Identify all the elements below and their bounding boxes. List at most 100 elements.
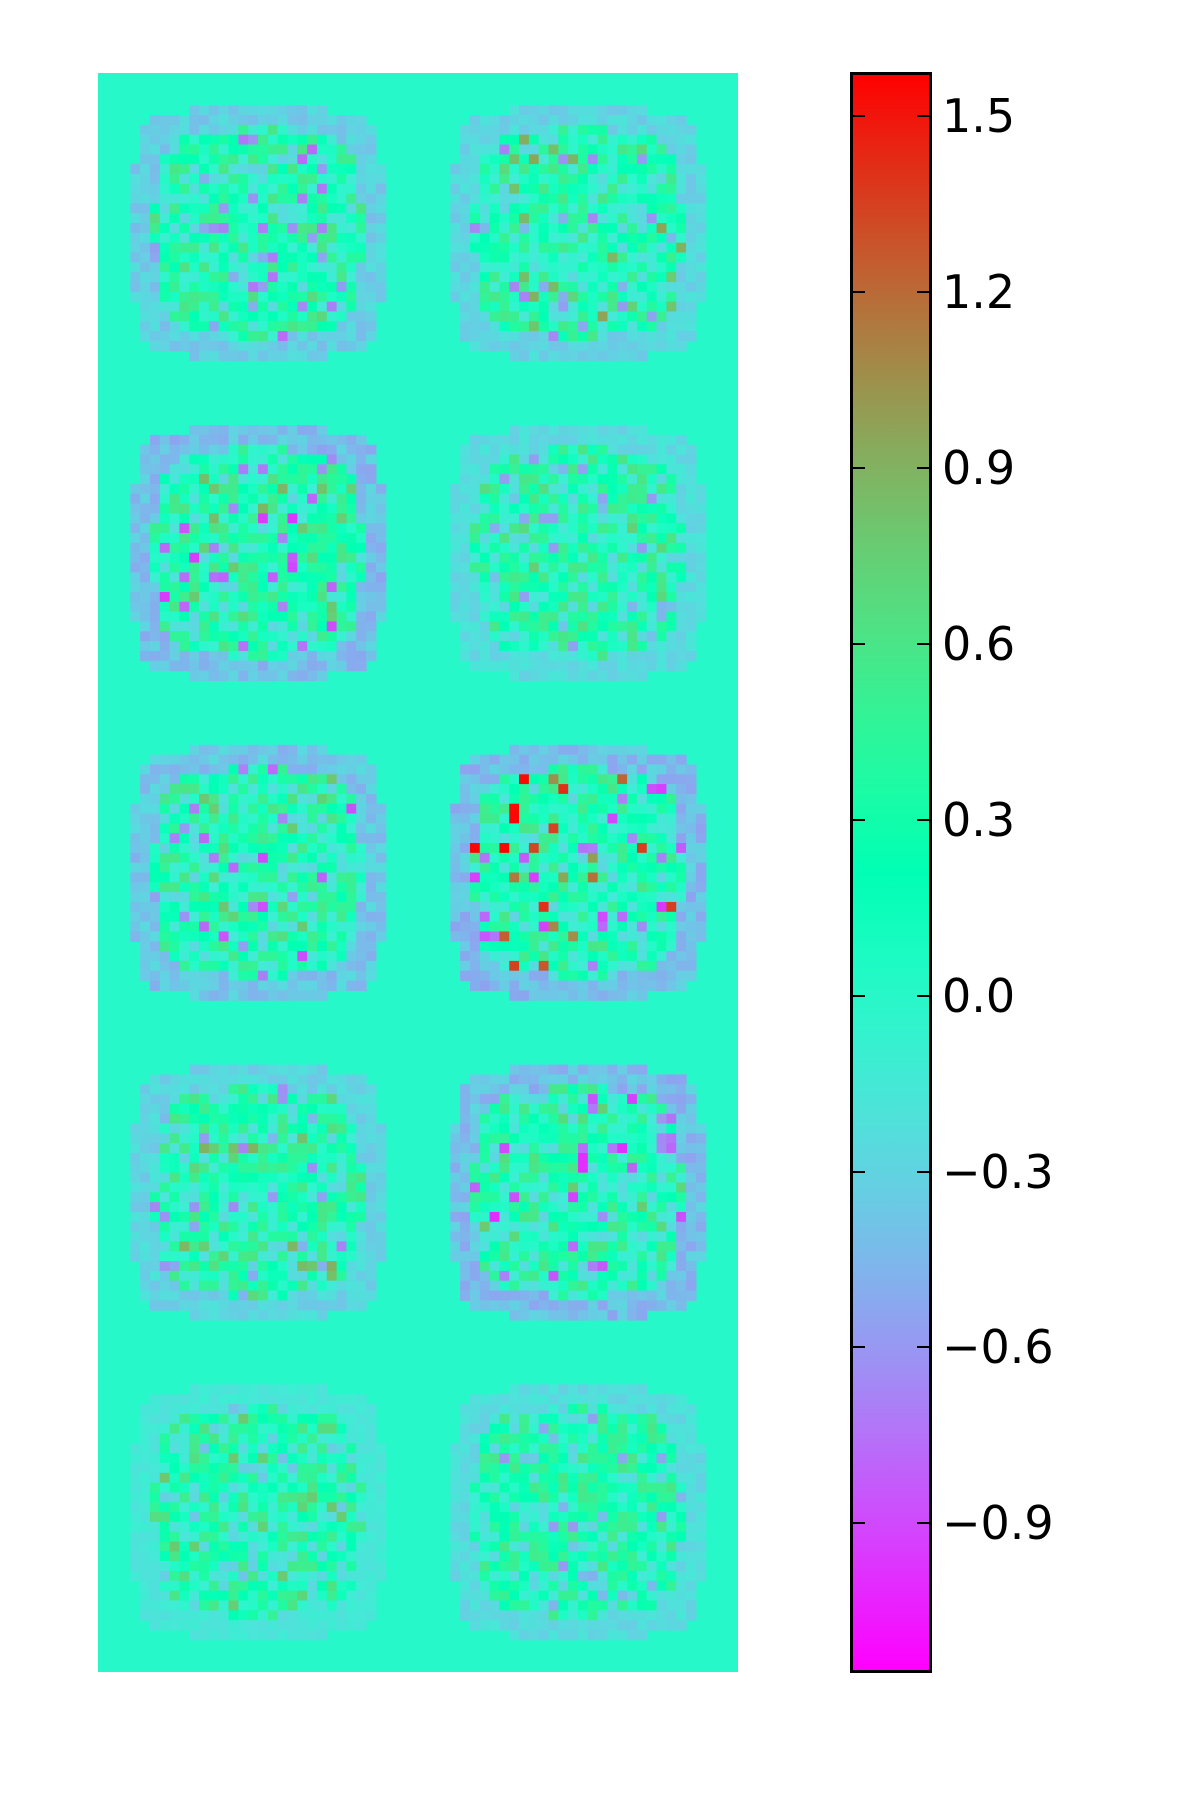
heatmap-cell xyxy=(159,931,171,942)
heatmap-cell xyxy=(607,552,618,564)
heatmap-cell xyxy=(316,350,328,362)
heatmap-cell xyxy=(238,1143,249,1154)
heatmap-cell xyxy=(307,105,318,116)
heatmap-cell xyxy=(149,970,161,982)
heatmap-cell xyxy=(297,523,308,534)
heatmap-cell xyxy=(617,784,628,795)
heatmap-cell xyxy=(189,1084,200,1095)
heatmap-cell xyxy=(179,434,190,446)
heatmap-cell xyxy=(208,1064,220,1076)
heatmap-cell xyxy=(469,223,481,234)
heatmap-cell xyxy=(568,331,579,342)
heatmap-cell xyxy=(656,115,667,126)
heatmap-cell xyxy=(189,1113,200,1125)
heatmap-cell xyxy=(267,901,279,913)
heatmap-cell xyxy=(617,262,628,273)
heatmap-cell xyxy=(636,582,648,593)
heatmap-cell xyxy=(258,311,269,322)
heatmap-cell xyxy=(646,911,658,923)
heatmap-cell xyxy=(450,282,461,293)
heatmap-cell xyxy=(228,882,239,893)
heatmap-cell xyxy=(238,823,249,834)
heatmap-cell xyxy=(578,193,589,205)
heatmap-cell xyxy=(656,892,667,903)
heatmap-cell xyxy=(326,852,338,864)
heatmap-cell xyxy=(267,1202,279,1213)
heatmap-cell xyxy=(558,670,569,681)
heatmap-cell xyxy=(607,124,618,136)
heatmap-cell xyxy=(578,350,589,362)
heatmap-cell xyxy=(199,892,210,903)
heatmap-cell xyxy=(228,164,239,175)
heatmap-cell xyxy=(646,572,658,583)
heatmap-cell xyxy=(277,1261,289,1272)
heatmap-cell xyxy=(607,941,618,952)
heatmap-cell xyxy=(450,173,461,185)
heatmap-cell xyxy=(558,1162,569,1174)
heatmap-cell xyxy=(656,1261,667,1272)
heatmap-cell xyxy=(307,134,318,146)
heatmap-cell xyxy=(356,793,367,805)
heatmap-cell xyxy=(356,774,367,785)
heatmap-cell xyxy=(489,340,501,352)
heatmap-cell xyxy=(636,882,648,893)
heatmap-cell xyxy=(326,164,338,175)
heatmap-cell xyxy=(140,852,151,864)
heatmap-cell xyxy=(568,1162,579,1174)
heatmap-cell xyxy=(297,321,308,332)
heatmap-cell xyxy=(169,115,181,126)
heatmap-cell xyxy=(676,115,687,126)
heatmap-cell xyxy=(548,115,559,126)
heatmap-cell xyxy=(287,154,298,165)
heatmap-cell xyxy=(336,852,347,864)
heatmap-cell xyxy=(356,164,367,175)
heatmap-cell xyxy=(375,1192,387,1203)
heatmap-cell xyxy=(519,444,530,456)
heatmap-cell xyxy=(326,203,338,214)
heatmap-cell xyxy=(297,474,308,485)
heatmap-cell xyxy=(627,1261,638,1272)
heatmap-cell xyxy=(519,311,530,322)
heatmap-cell xyxy=(199,833,210,844)
heatmap-cell xyxy=(238,331,249,342)
heatmap-cell xyxy=(627,321,638,332)
heatmap-cell xyxy=(199,582,210,593)
heatmap-cell xyxy=(179,941,190,952)
heatmap-cell xyxy=(149,1192,161,1203)
heatmap-cell xyxy=(375,183,387,195)
heatmap-cell xyxy=(258,960,269,972)
heatmap-cell xyxy=(676,882,687,893)
heatmap-cell xyxy=(316,813,328,824)
heatmap-cell xyxy=(326,552,338,564)
heatmap-cell xyxy=(686,321,697,332)
heatmap-cell xyxy=(538,144,550,155)
heatmap-cell xyxy=(248,833,259,844)
heatmap-cell xyxy=(208,990,220,1001)
heatmap-cell xyxy=(548,503,559,515)
heatmap-cell xyxy=(627,562,638,573)
heatmap-cell xyxy=(686,523,697,534)
heatmap-cell xyxy=(568,980,579,991)
heatmap-cell xyxy=(258,1221,269,1233)
heatmap-cell xyxy=(607,513,618,524)
heatmap-cell xyxy=(568,474,579,485)
heatmap-cell xyxy=(297,823,308,834)
heatmap-cell xyxy=(656,872,667,883)
heatmap-cell xyxy=(528,970,540,982)
heatmap-cell xyxy=(169,970,181,982)
heatmap-cell xyxy=(297,134,308,146)
heatmap-cell xyxy=(627,1103,638,1115)
heatmap-cell xyxy=(636,1143,648,1154)
heatmap-cell xyxy=(646,1074,658,1085)
heatmap-cell xyxy=(499,1143,510,1154)
heatmap-cell xyxy=(199,513,210,524)
heatmap-cell xyxy=(238,1221,249,1233)
heatmap-cell xyxy=(287,1094,298,1105)
heatmap-cell xyxy=(366,951,377,962)
heatmap-cell xyxy=(460,892,471,903)
heatmap-cell xyxy=(208,1261,220,1272)
heatmap-cell xyxy=(316,1280,328,1292)
heatmap-cell xyxy=(499,542,510,554)
heatmap-cell xyxy=(336,1251,347,1262)
heatmap-cell xyxy=(326,1123,338,1134)
